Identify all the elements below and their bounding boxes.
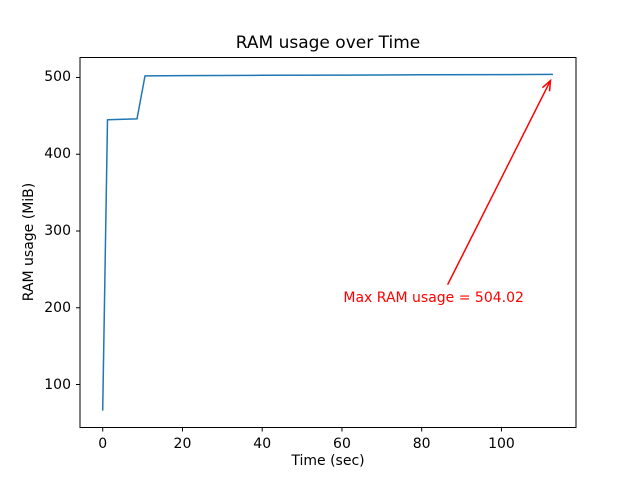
x-tick-label: 80 — [412, 435, 431, 452]
annotation-arrow-shaft — [446, 81, 551, 286]
x-tick-label: 60 — [333, 435, 351, 452]
y-tick-label: 300 — [44, 222, 71, 239]
x-tick-label: 20 — [173, 435, 192, 452]
y-axis-label: RAM usage (MiB) — [21, 182, 37, 302]
y-tick-label: 200 — [44, 299, 71, 316]
y-tick-label: 500 — [44, 69, 71, 86]
max-ram-annotation: Max RAM usage = 504.02 — [343, 289, 524, 306]
axes-spines — [79, 57, 577, 428]
y-tick-label: 100 — [44, 376, 71, 393]
x-tick-label: 40 — [253, 435, 272, 452]
y-tick-label: 400 — [44, 146, 71, 163]
ram-usage-line — [101, 73, 553, 411]
x-axis-label: Time (sec) — [291, 453, 365, 469]
annotation-arrow-head — [541, 78, 552, 92]
x-tick-label: 0 — [98, 435, 108, 452]
x-tick-label: 100 — [488, 435, 515, 452]
chart-title: RAM usage over Time — [235, 33, 421, 53]
